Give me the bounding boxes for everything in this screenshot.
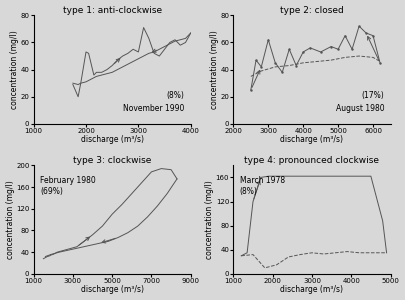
Title: type 1: anti-clockwise: type 1: anti-clockwise — [63, 6, 162, 15]
Text: (69%): (69%) — [40, 187, 63, 196]
Text: November 1990: November 1990 — [123, 104, 184, 113]
X-axis label: discharge (m³/s): discharge (m³/s) — [81, 285, 144, 294]
Text: (17%): (17%) — [362, 91, 384, 100]
Text: (8%): (8%) — [166, 91, 184, 100]
X-axis label: discharge (m³/s): discharge (m³/s) — [280, 135, 343, 144]
Text: August 1980: August 1980 — [336, 104, 384, 113]
Title: type 2: closed: type 2: closed — [280, 6, 344, 15]
Y-axis label: concentration (mg/l): concentration (mg/l) — [205, 180, 214, 259]
Text: (8%): (8%) — [240, 187, 258, 196]
Y-axis label: concentration (mg/l): concentration (mg/l) — [210, 30, 219, 109]
Title: type 4: pronounced clockwise: type 4: pronounced clockwise — [245, 156, 379, 165]
Text: February 1980: February 1980 — [40, 176, 96, 185]
X-axis label: discharge (m³/s): discharge (m³/s) — [81, 135, 144, 144]
Title: type 3: clockwise: type 3: clockwise — [73, 156, 151, 165]
Text: March 1978: March 1978 — [240, 176, 285, 185]
X-axis label: discharge (m³/s): discharge (m³/s) — [280, 285, 343, 294]
Y-axis label: concentration (mg/l): concentration (mg/l) — [6, 180, 15, 259]
Y-axis label: concentration (mg/l): concentration (mg/l) — [10, 30, 19, 109]
